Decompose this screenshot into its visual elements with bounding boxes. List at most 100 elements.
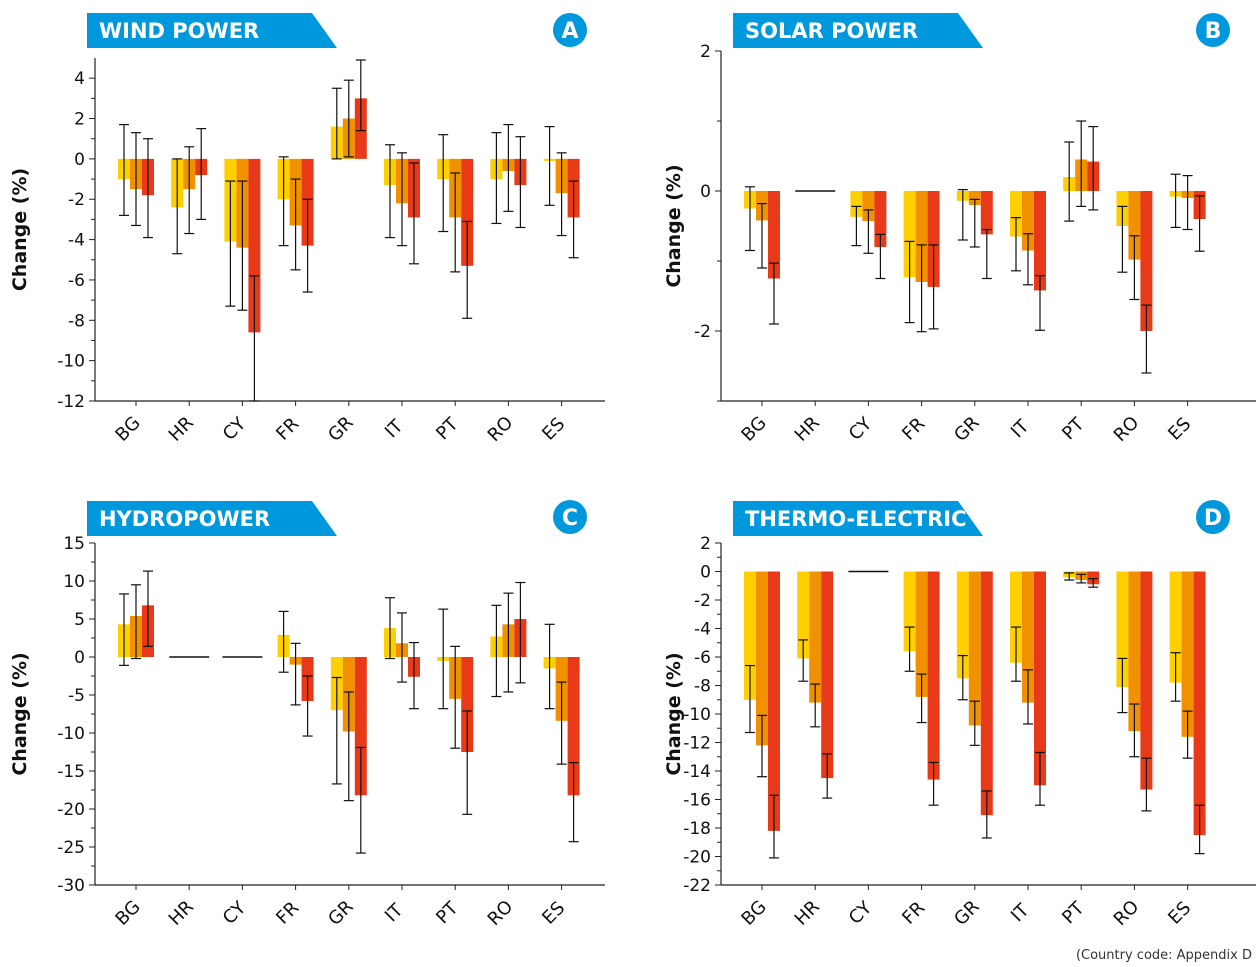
bar	[768, 191, 780, 279]
bar	[915, 571, 928, 697]
bar	[1181, 571, 1194, 737]
x-tick-label: PT	[1058, 897, 1089, 928]
bar	[1169, 571, 1182, 683]
bar	[915, 191, 928, 282]
y-tick-label: -4	[694, 620, 711, 640]
bar	[248, 158, 261, 333]
panel-letter-badge	[1196, 500, 1230, 534]
bar	[927, 571, 940, 780]
bar	[1193, 571, 1206, 836]
y-tick-label: -22	[683, 876, 711, 896]
panel-title: HYDROPOWER	[99, 507, 270, 531]
y-tick-label: 0	[74, 648, 85, 668]
bar	[1010, 191, 1022, 237]
x-tick-label: BG	[111, 896, 144, 929]
x-tick-label: HR	[165, 412, 198, 445]
bar	[768, 571, 780, 831]
x-tick-label: GR	[950, 896, 984, 930]
x-tick-label: CY	[845, 413, 877, 445]
bar	[1087, 571, 1100, 585]
bar	[850, 191, 863, 217]
x-tick-label: CY	[219, 413, 251, 445]
x-tick-label: PT	[1058, 413, 1089, 444]
x-tick-label: FR	[272, 414, 303, 445]
x-tick-label: FR	[272, 898, 303, 929]
y-tick-label: 0	[700, 182, 711, 202]
panel-letter-badge	[1196, 13, 1230, 47]
panel-title: THERMO-ELECTRIC	[745, 507, 966, 531]
y-tick-label: -14	[683, 762, 711, 782]
bar	[1140, 571, 1153, 790]
chart-panel-c: HYDROPOWER C 15 10 5 0 -5 -10 -15 -20 -25 -30 Change…	[9, 500, 605, 930]
bar	[968, 191, 981, 205]
x-tick-label: IT	[381, 899, 408, 926]
x-tick-label: HR	[791, 896, 824, 929]
bar	[1128, 191, 1141, 260]
panel-title-banner	[87, 13, 337, 48]
bar	[809, 571, 822, 703]
panel-letter-badge	[553, 13, 587, 47]
bar	[567, 657, 580, 796]
y-tick-label: -10	[57, 724, 85, 744]
x-tick-label: ES	[538, 414, 569, 445]
y-tick-label: 2	[700, 42, 711, 62]
x-tick-label: RO	[1110, 412, 1144, 446]
panel-letter-badge	[553, 500, 587, 534]
x-tick-label: IT	[1007, 899, 1034, 926]
x-tick-label: IT	[1007, 415, 1034, 442]
x-tick-label: IT	[381, 415, 408, 442]
x-tick-label: CY	[219, 897, 251, 929]
x-tick-label: RO	[1110, 896, 1144, 930]
y-tick-label: 4	[74, 69, 85, 89]
y-tick-label: 15	[63, 534, 85, 554]
bar	[968, 571, 981, 726]
x-tick-label: RO	[484, 412, 518, 446]
bar	[903, 191, 916, 278]
y-tick-label: -5	[68, 686, 85, 706]
y-tick-label: -10	[57, 352, 85, 372]
x-tick-label: GR	[324, 896, 358, 930]
bar	[797, 571, 810, 659]
bar	[980, 191, 993, 235]
x-tick-label: CY	[845, 897, 877, 929]
y-tick-label: 2	[74, 110, 85, 130]
bar	[980, 571, 993, 816]
x-tick-label: ES	[1164, 414, 1195, 445]
panel-title: SOLAR POWER	[745, 19, 918, 43]
bar	[874, 191, 887, 247]
bar	[1034, 191, 1046, 291]
y-tick-label: 0	[700, 563, 711, 583]
panel-letter: C	[562, 506, 578, 531]
y-tick-label: 0	[74, 150, 85, 170]
bar	[1022, 191, 1034, 251]
x-tick-label: GR	[950, 412, 984, 446]
bar	[1034, 571, 1046, 786]
y-tick-label: -20	[57, 800, 85, 820]
bar	[903, 571, 916, 652]
x-tick-label: FR	[898, 414, 929, 445]
x-tick-label: ES	[538, 898, 569, 929]
y-tick-label: -20	[683, 848, 711, 868]
bar	[821, 571, 834, 779]
y-tick-label: -2	[694, 591, 711, 611]
y-tick-label: -4	[68, 231, 85, 251]
bar	[862, 191, 875, 222]
y-tick-label: -18	[683, 819, 711, 839]
x-tick-label: BG	[737, 896, 770, 929]
panel-title-banner	[87, 501, 337, 536]
bar	[956, 571, 969, 679]
panel-title: WIND POWER	[99, 19, 259, 43]
chart-panel-b: SOLAR POWER B 2 0 -2 Change (%) BG HR CY FR GR IT PT…	[663, 13, 1256, 446]
bar	[354, 657, 367, 796]
y-tick-label: -15	[57, 762, 85, 782]
x-tick-label: PT	[432, 413, 463, 444]
y-tick-label: -25	[57, 838, 85, 858]
y-tick-label: -6	[694, 648, 711, 668]
bar	[744, 571, 756, 700]
x-tick-label: RO	[484, 896, 518, 930]
y-tick-label: 5	[74, 610, 85, 630]
y-tick-label: -10	[683, 705, 711, 725]
footnote: (Country code: Appendix D	[1075, 948, 1252, 963]
panel-letter: B	[1205, 19, 1222, 44]
